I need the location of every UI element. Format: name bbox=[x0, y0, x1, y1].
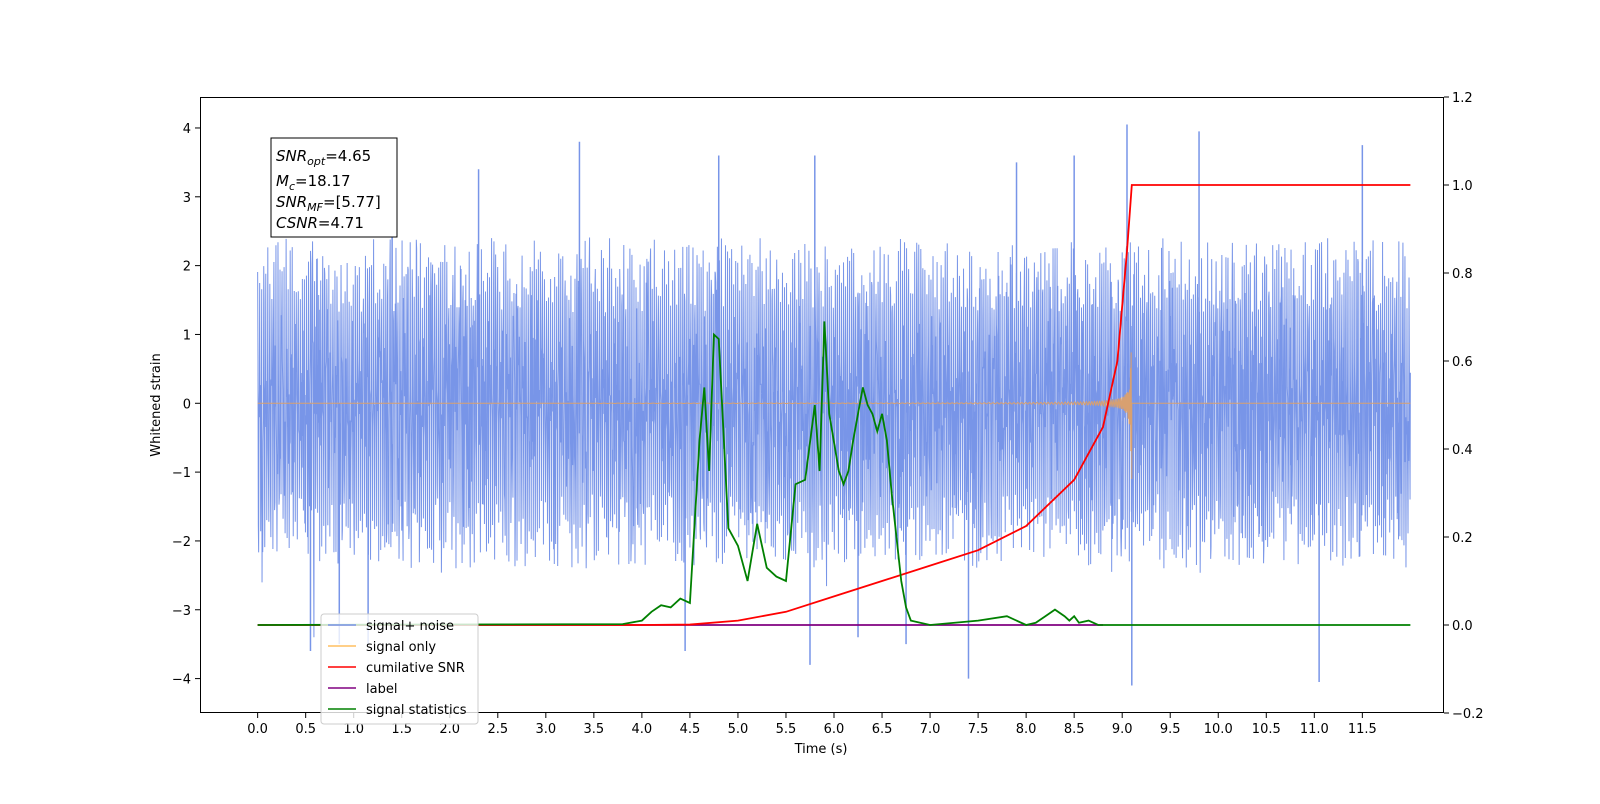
legend-label-cumulative-snr: cumilative SNR bbox=[366, 661, 465, 676]
y-axis-left: 4 3 2 1 0 −1 −2 −3 −4 bbox=[172, 122, 200, 688]
x-tick-label: 6.5 bbox=[872, 722, 893, 737]
y-tick-label: 4 bbox=[183, 122, 191, 137]
x-tick-label: 4.0 bbox=[632, 722, 653, 737]
y2-tick-label: 0.4 bbox=[1452, 443, 1473, 458]
y-tick-label: −3 bbox=[172, 604, 191, 619]
series-cumulative-snr bbox=[257, 184, 1411, 626]
x-tick-label: 9.5 bbox=[1160, 722, 1181, 737]
legend-label-signal-statistics: signal statistics bbox=[366, 703, 467, 718]
x-tick-label: 1.5 bbox=[391, 722, 412, 737]
legend-label-label: label bbox=[366, 682, 397, 697]
x-tick-label: 7.5 bbox=[968, 722, 989, 737]
x-tick-label: 10.5 bbox=[1252, 722, 1281, 737]
stats-annotation-box bbox=[270, 137, 398, 238]
y2-tick-label: 0.8 bbox=[1452, 267, 1473, 282]
x-tick-label: 10.0 bbox=[1204, 722, 1233, 737]
snr-opt-text: SNRopt=4.65 bbox=[276, 147, 371, 168]
stats-annotation: SNRopt=4.65 Mc=18.17 SNRMF=[5.77] CSNR=4… bbox=[270, 137, 398, 238]
x-tick-label: 3.0 bbox=[535, 722, 556, 737]
x-tick-label: 1.0 bbox=[343, 722, 364, 737]
series-signal-statistics bbox=[257, 321, 1411, 626]
x-axis-label: Time (s) bbox=[794, 742, 848, 757]
legend-box bbox=[320, 613, 479, 725]
y-tick-label: −4 bbox=[172, 673, 191, 688]
y-tick-label: −1 bbox=[172, 466, 191, 481]
y2-tick-label: 0.2 bbox=[1452, 531, 1473, 546]
y-tick-label: 1 bbox=[183, 328, 191, 343]
legend-label-signal-noise: signal+ noise bbox=[366, 619, 454, 634]
x-tick-label: 5.0 bbox=[728, 722, 749, 737]
x-tick-label: 0.0 bbox=[247, 722, 268, 737]
plot-frame bbox=[200, 97, 1444, 713]
x-tick-label: 2.5 bbox=[487, 722, 508, 737]
legend-label-signal-only: signal only bbox=[366, 640, 436, 655]
y-axis-right: 1.2 1.0 0.8 0.6 0.4 0.2 0.0 −0.2 bbox=[1444, 91, 1484, 722]
y-tick-label: 0 bbox=[183, 397, 191, 412]
plot-content bbox=[257, 124, 1411, 686]
x-tick-label: 0.5 bbox=[295, 722, 316, 737]
y-tick-label: 2 bbox=[183, 260, 191, 275]
y2-tick-label: 0.6 bbox=[1452, 355, 1473, 370]
x-tick-label: 7.0 bbox=[920, 722, 941, 737]
y-axis-label: Whitened strain bbox=[149, 353, 164, 456]
x-axis: 0.0 0.5 1.0 1.5 2.0 2.5 3.0 3.5 4.0 4.5 5.0 5.5 6.0 6… bbox=[247, 713, 1377, 737]
x-tick-label: 8.5 bbox=[1064, 722, 1085, 737]
y2-tick-label: −0.2 bbox=[1452, 707, 1484, 722]
x-tick-label: 9.0 bbox=[1112, 722, 1133, 737]
chirp-mass-text: Mc=18.17 bbox=[276, 172, 351, 193]
snr-mf-text: SNRMF=[5.77] bbox=[276, 193, 381, 214]
series-signal-only bbox=[257, 352, 1411, 479]
x-tick-label: 11.0 bbox=[1300, 722, 1329, 737]
series-signal-noise bbox=[257, 237, 1411, 638]
y-tick-label: −2 bbox=[172, 535, 191, 550]
legend: signal+ noise signal only cumilative SNR… bbox=[320, 613, 479, 725]
x-tick-label: 11.5 bbox=[1348, 722, 1377, 737]
y2-tick-label: 1.2 bbox=[1452, 91, 1473, 106]
y-tick-label: 3 bbox=[183, 191, 191, 206]
x-tick-label: 2.0 bbox=[439, 722, 460, 737]
y2-tick-label: 0.0 bbox=[1452, 619, 1473, 634]
y2-tick-label: 1.0 bbox=[1452, 179, 1473, 194]
x-tick-label: 3.5 bbox=[584, 722, 605, 737]
x-tick-label: 5.5 bbox=[776, 722, 797, 737]
x-tick-label: 4.5 bbox=[680, 722, 701, 737]
csnr-text: CSNR=4.71 bbox=[276, 214, 364, 232]
x-tick-label: 8.0 bbox=[1016, 722, 1037, 737]
x-tick-label: 6.0 bbox=[824, 722, 845, 737]
